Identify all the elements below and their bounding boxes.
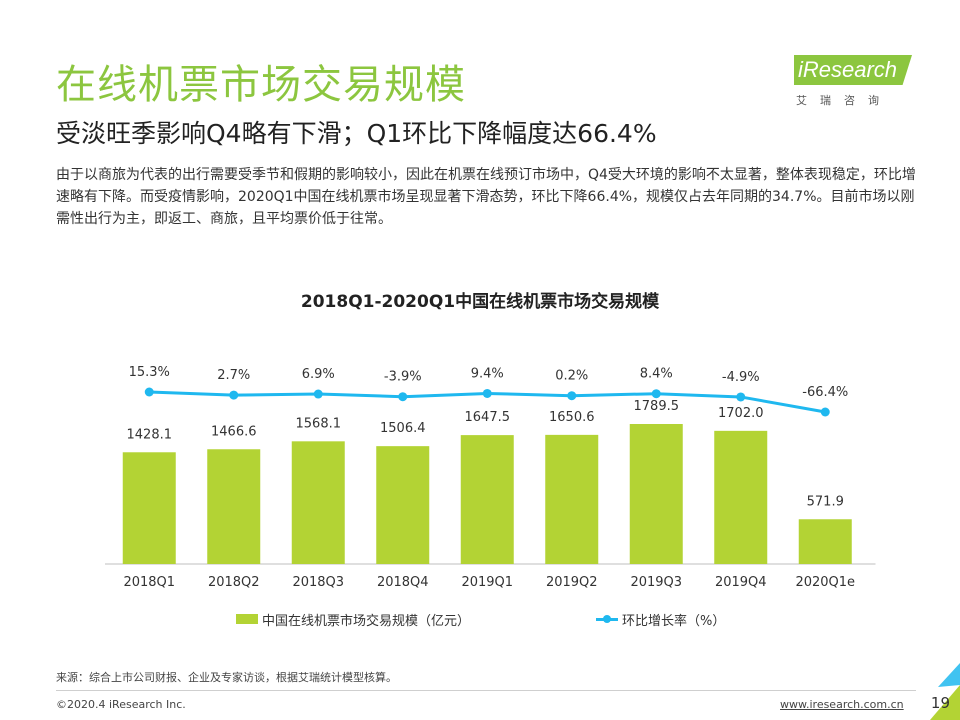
bar (629, 424, 683, 564)
iresearch-logo: iResearch 艾瑞咨询 (794, 50, 916, 110)
bar (798, 519, 852, 564)
x-tick-label: 2019Q4 (715, 575, 767, 590)
bar-value-label: 1428.1 (127, 427, 173, 442)
growth-point (398, 392, 408, 402)
corner-decoration (930, 663, 960, 720)
legend-bar-label: 中国在线机票市场交易规模（亿元） (262, 614, 471, 629)
bar-value-label: 571.9 (807, 494, 844, 509)
growth-point (144, 387, 154, 397)
growth-value-label: 9.4% (471, 366, 504, 381)
x-tick-label: 2019Q3 (630, 575, 682, 590)
bar-value-label: 1466.6 (211, 424, 257, 439)
bar-value-label: 1506.4 (380, 421, 426, 436)
growth-value-label: 2.7% (217, 368, 250, 383)
page-subtitle: 受淡旺季影响Q4略有下滑；Q1环比下降幅度达66.4% (56, 119, 657, 148)
bar-value-label: 1789.5 (634, 399, 680, 414)
x-tick-label: 2018Q2 (208, 575, 260, 590)
page-number: 19 (930, 694, 950, 712)
logo-chinese-name: 艾瑞咨询 (796, 94, 892, 107)
x-tick-label: 2018Q1 (123, 575, 175, 590)
growth-value-label: -3.9% (384, 370, 422, 385)
x-tick-label: 2018Q4 (377, 575, 429, 590)
x-tick-label: 2018Q3 (292, 575, 344, 590)
legend-line-label: 环比增长率（%） (622, 614, 726, 629)
logo-wordmark: iResearch (794, 55, 912, 85)
legend-line-marker (603, 615, 611, 623)
bar (376, 446, 430, 564)
bar (207, 449, 261, 564)
growth-point (482, 388, 492, 398)
website-link[interactable]: www.iresearch.com.cn (780, 698, 904, 711)
bar (545, 434, 599, 564)
bar-value-label: 1650.6 (549, 410, 595, 425)
bar (460, 435, 514, 564)
bar-value-label: 1647.5 (465, 410, 511, 425)
footer-divider (56, 690, 916, 691)
growth-value-label: -66.4% (802, 385, 848, 400)
intro-paragraph: 由于以商旅为代表的出行需要受季节和假期的影响较小，因此在机票在线预订市场中，Q4… (56, 167, 916, 227)
page-title: 在线机票市场交易规模 (56, 62, 466, 108)
source-note: 来源：综合上市公司财报、企业及专家访谈，根据艾瑞统计模型核算。 (56, 671, 397, 684)
bar-value-label: 1568.1 (296, 416, 342, 431)
legend-bar-swatch (236, 614, 258, 624)
growth-value-label: 6.9% (302, 367, 335, 382)
x-tick-label: 2019Q1 (461, 575, 513, 590)
x-tick-label: 2020Q1e (795, 575, 855, 590)
growth-value-label: -4.9% (722, 370, 760, 385)
bar (291, 441, 345, 564)
bar (714, 430, 768, 564)
growth-value-label: 8.4% (640, 367, 673, 382)
chart-title: 2018Q1-2020Q1中国在线机票市场交易规模 (300, 292, 660, 312)
growth-value-label: 0.2% (555, 369, 588, 384)
x-tick-label: 2019Q2 (546, 575, 598, 590)
growth-value-label: 15.3% (129, 365, 170, 380)
bar (122, 452, 176, 564)
growth-point (736, 392, 746, 402)
bar-value-label: 1702.0 (718, 406, 764, 421)
growth-point (313, 389, 323, 399)
growth-point (651, 389, 661, 399)
growth-point (820, 407, 830, 417)
growth-point (229, 390, 239, 400)
growth-point (567, 391, 577, 401)
chart-legend: 中国在线机票市场交易规模（亿元） 环比增长率（%） (0, 610, 960, 630)
copyright-text: ©2020.4 iResearch Inc. (56, 698, 186, 711)
